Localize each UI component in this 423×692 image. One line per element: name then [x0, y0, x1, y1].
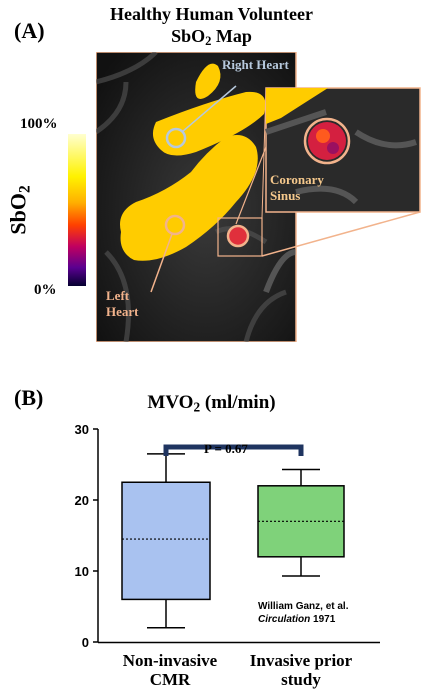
right-heart-roi — [165, 127, 187, 149]
coronary-sinus-inset — [265, 87, 421, 213]
sbo2-map-image — [96, 52, 421, 342]
boxes-layer — [121, 453, 345, 629]
left-heart-leader — [150, 233, 173, 293]
panel-b-label: (B) — [14, 385, 44, 410]
citation-line1: William Ganz, et al. — [258, 601, 349, 612]
p-value-label: P = 0.67 — [204, 441, 248, 456]
box-2 — [257, 468, 345, 577]
category-label-cmr: Non-invasive CMR — [122, 651, 218, 689]
great-vessel-region — [195, 63, 221, 99]
colorbar-top-label: 100% — [20, 116, 58, 132]
left-heart-label-line2: Heart — [106, 304, 139, 319]
right-heart-region — [152, 91, 266, 156]
zoom-source-box — [217, 217, 263, 257]
coronary-sinus-label-line2: Sinus — [270, 188, 301, 203]
left-heart-region — [120, 134, 258, 261]
right-heart-leader — [181, 85, 237, 133]
box-1 — [121, 453, 211, 629]
panel-a-title-line2: SbO2 Map — [171, 26, 252, 49]
iqr-box — [257, 485, 345, 558]
right-heart-label: Right Heart — [222, 57, 289, 72]
coronary-sinus-label-line1: Coronary — [270, 172, 324, 187]
coronary-sinus-roi — [226, 224, 250, 248]
y-tick-label: 20 — [75, 493, 89, 508]
bracket-path — [163, 444, 304, 456]
panel-a-title-line1: Healthy Human Volunteer — [109, 4, 314, 24]
left-heart-roi — [164, 214, 186, 236]
citation-line2: Circulation 1971 — [258, 614, 336, 625]
coronary-leader — [235, 146, 267, 225]
y-tick-label: 30 — [75, 422, 89, 437]
left-heart-label-line1: Left — [106, 288, 130, 303]
category-label-invasive: Invasive prior study — [249, 651, 353, 689]
iqr-box — [121, 481, 211, 601]
panel-b-title: MVO2 (ml/min) — [147, 392, 276, 415]
y-tick-label: 10 — [75, 564, 89, 579]
y-tick-label: 0 — [82, 635, 89, 650]
colorbar-bottom-label: 0% — [34, 282, 57, 298]
colorbar — [68, 134, 86, 286]
y-axis: 0 10 20 30 — [75, 422, 380, 650]
significance-bracket — [163, 444, 304, 456]
zoom-connector-bottom — [261, 211, 421, 257]
panel-a-label: (A) — [14, 18, 45, 43]
